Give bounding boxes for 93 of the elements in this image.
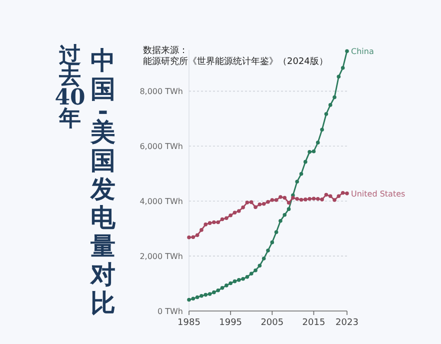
point: [345, 192, 349, 196]
point: [249, 272, 254, 276]
point: [286, 207, 291, 211]
point: [332, 198, 336, 202]
y-tick-label: 2,000 TWh: [140, 252, 183, 262]
point: [295, 197, 300, 201]
subtitle: 中国-美国发电量对比: [90, 46, 116, 318]
point: [332, 95, 336, 100]
point: [291, 196, 295, 200]
point: [286, 200, 291, 205]
point: [262, 256, 266, 260]
point: [308, 150, 312, 154]
point: [249, 200, 254, 204]
point: [328, 103, 332, 107]
point: [208, 221, 212, 225]
point: [224, 284, 228, 288]
point: [320, 198, 324, 202]
x-tick-label: 1985: [178, 318, 200, 328]
point: [295, 180, 300, 184]
point: [216, 220, 220, 224]
point: [254, 268, 258, 272]
point: [274, 230, 278, 234]
point: [266, 200, 270, 204]
series-label: China: [351, 47, 374, 56]
point: [304, 160, 308, 164]
point: [191, 235, 196, 239]
point: [308, 197, 312, 201]
point: [278, 218, 282, 223]
title: 过去40年: [54, 42, 86, 132]
point: [324, 192, 328, 197]
point: [228, 281, 232, 286]
point: [212, 220, 216, 224]
point: [216, 288, 220, 292]
point: [324, 112, 328, 116]
series-label: United States: [351, 189, 406, 198]
point: [320, 128, 324, 132]
point: [191, 296, 196, 301]
y-tick-label: 6,000 TWh: [140, 142, 183, 152]
annotation: 数据来源：: [143, 46, 188, 56]
point: [195, 295, 200, 300]
point: [241, 276, 245, 281]
point: [316, 197, 320, 201]
point: [328, 194, 332, 198]
x-tick-label: 2023: [336, 318, 358, 328]
point: [187, 235, 191, 240]
point: [299, 172, 304, 176]
point: [312, 196, 316, 201]
point: [236, 278, 241, 282]
point: [208, 292, 212, 296]
x-tick-label: 1995: [219, 318, 242, 328]
x-tick-label: 2015: [302, 318, 326, 328]
point: [245, 275, 250, 279]
point: [254, 205, 258, 210]
point: [232, 210, 237, 215]
point: [204, 222, 208, 226]
point: [204, 292, 208, 297]
point: [270, 240, 274, 244]
point: [258, 264, 262, 268]
point: [299, 198, 304, 202]
point: [236, 209, 241, 213]
point: [278, 195, 282, 199]
point: [336, 74, 341, 79]
point: [270, 198, 274, 202]
point: [228, 213, 232, 218]
point: [224, 216, 228, 220]
point: [316, 140, 320, 144]
point: [232, 279, 237, 284]
point: [220, 217, 224, 222]
point: [340, 190, 345, 195]
point: [187, 298, 191, 302]
point: [274, 198, 278, 202]
point: [340, 66, 345, 70]
point: [345, 49, 349, 53]
point: [312, 149, 316, 154]
point: [220, 286, 224, 290]
y-tick-label: 4,000 TWh: [140, 197, 183, 206]
y-tick-label: 8,000 TWh: [140, 87, 183, 96]
point: [258, 202, 262, 206]
point: [262, 202, 266, 206]
point: [282, 212, 287, 217]
point: [336, 194, 341, 198]
y-tick-label: 0 TWh: [158, 307, 183, 316]
point: [195, 233, 200, 238]
point: [304, 198, 308, 202]
point: [282, 196, 287, 200]
point: [245, 200, 250, 204]
point: [200, 294, 204, 298]
point: [241, 206, 245, 210]
x-tick-label: 2005: [260, 318, 284, 328]
point: [200, 228, 204, 232]
point: [266, 248, 270, 252]
point: [212, 290, 216, 294]
annotation: 能源研究所《世界能源统计年鉴》（2024版）: [143, 57, 328, 67]
